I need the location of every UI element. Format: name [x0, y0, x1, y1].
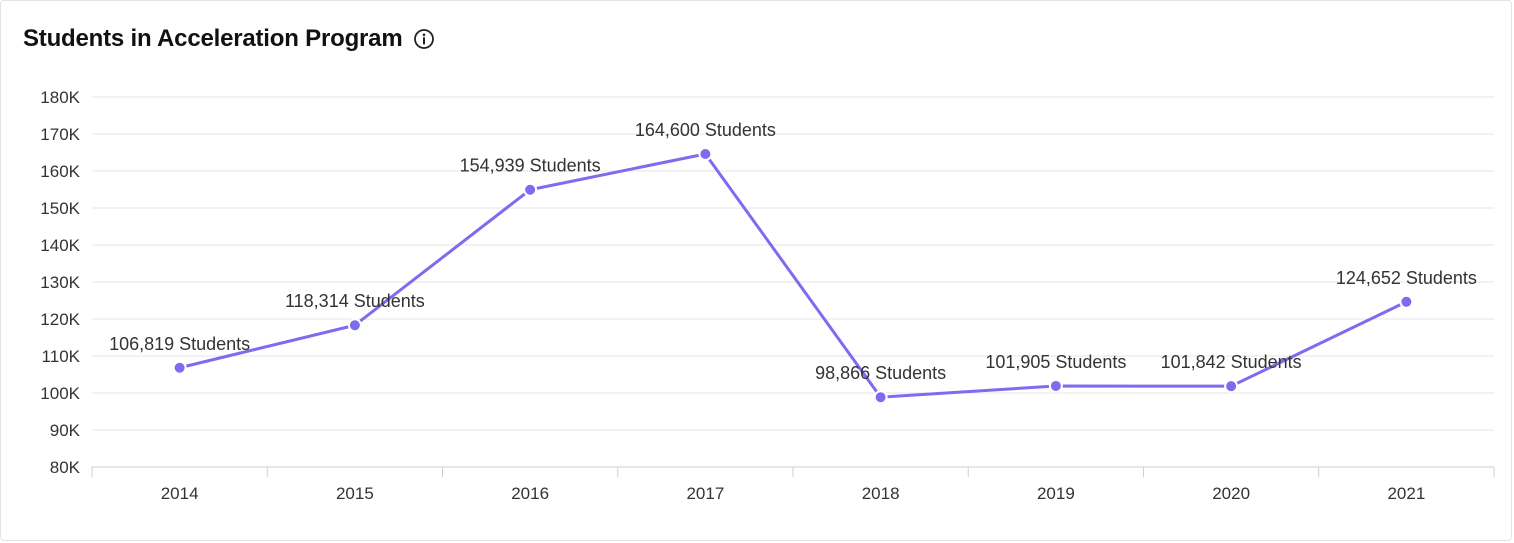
x-tick-label: 2014	[161, 484, 199, 503]
x-tick-label: 2017	[686, 484, 724, 503]
data-label: 106,819 Students	[109, 334, 250, 354]
x-tick-label: 2021	[1387, 484, 1425, 503]
x-tick-label: 2020	[1212, 484, 1250, 503]
y-tick-label: 140K	[40, 236, 80, 255]
y-tick-label: 180K	[40, 88, 80, 107]
y-tick-label: 150K	[40, 199, 80, 218]
y-tick-label: 120K	[40, 310, 80, 329]
x-tick-label: 2018	[862, 484, 900, 503]
data-point[interactable]	[1399, 294, 1414, 309]
data-point[interactable]	[1224, 379, 1239, 394]
y-tick-label: 110K	[42, 347, 81, 366]
chart-title: Students in Acceleration Program	[23, 25, 403, 52]
data-point[interactable]	[1048, 378, 1063, 393]
data-label: 101,905 Students	[985, 352, 1126, 372]
y-tick-label: 160K	[40, 162, 80, 181]
y-tick-label: 170K	[40, 125, 80, 144]
y-tick-label: 100K	[40, 384, 80, 403]
data-label: 164,600 Students	[635, 120, 776, 140]
y-tick-label: 130K	[40, 273, 80, 292]
title-row: Students in Acceleration Program	[23, 25, 435, 53]
series-line	[179, 152, 1408, 399]
data-label: 98,866 Students	[815, 363, 946, 383]
data-point[interactable]	[698, 146, 713, 161]
data-label: 101,842 Students	[1161, 352, 1302, 372]
data-label: 124,652 Students	[1336, 268, 1477, 288]
x-tick-label: 2019	[1037, 484, 1075, 503]
y-tick-label: 80K	[50, 458, 81, 477]
y-tick-label: 90K	[50, 421, 81, 440]
data-label: 154,939 Students	[460, 156, 601, 176]
data-point[interactable]	[347, 318, 362, 333]
data-label: 118,314 Students	[285, 291, 425, 311]
x-tick-label: 2016	[511, 484, 549, 503]
data-point[interactable]	[172, 360, 187, 375]
data-point[interactable]	[523, 182, 538, 197]
data-point[interactable]	[873, 390, 888, 405]
x-tick-label: 2015	[336, 484, 374, 503]
info-icon[interactable]	[413, 28, 435, 50]
